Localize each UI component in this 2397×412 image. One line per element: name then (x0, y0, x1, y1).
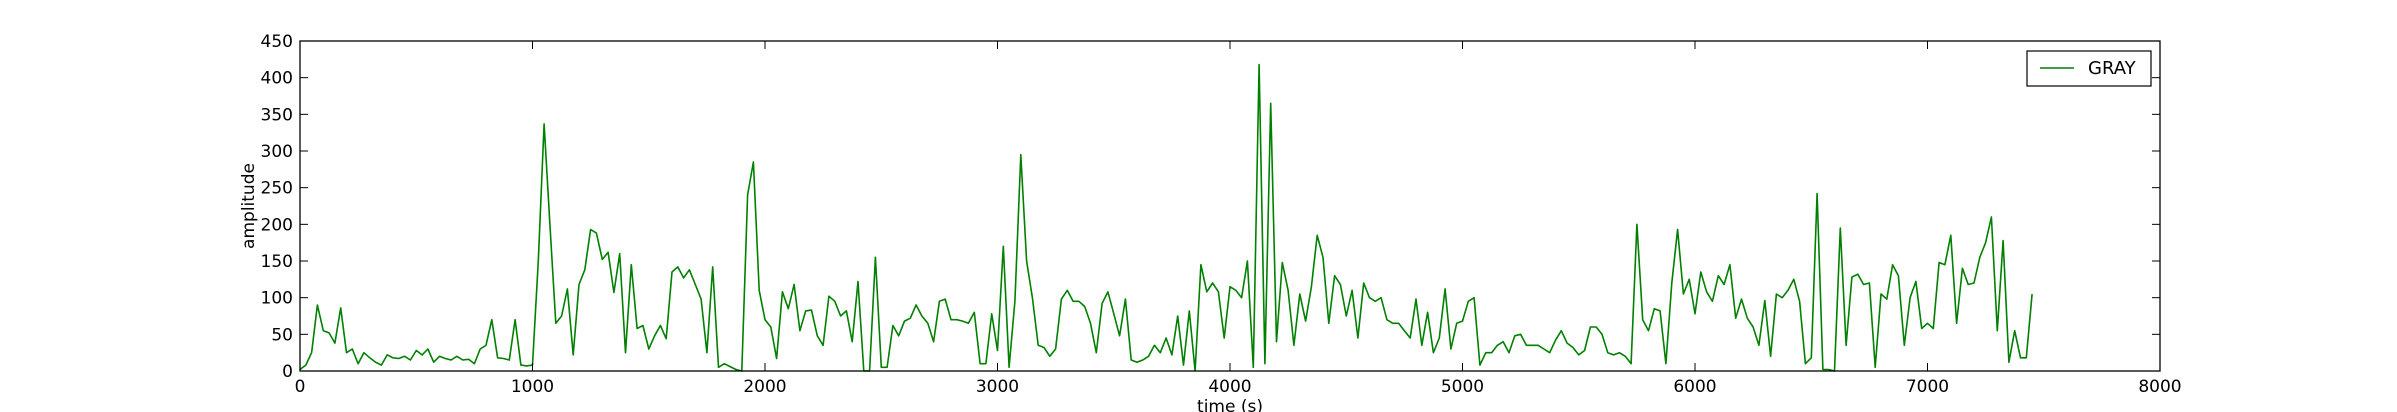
y-tick-label: 0 (282, 362, 293, 382)
y-axis-label: amplitude (239, 163, 259, 249)
x-axis-label: time (s) (1197, 397, 1263, 412)
x-tick-label: 0 (295, 377, 306, 397)
x-tick-label: 1000 (511, 377, 554, 397)
x-tick-label: 7000 (1906, 377, 1949, 397)
y-tick-label: 450 (261, 32, 293, 52)
x-tick-label: 2000 (743, 377, 786, 397)
legend-label: GRAY (2088, 58, 2137, 79)
y-tick-label: 300 (261, 142, 293, 162)
y-tick-label: 50 (271, 325, 293, 345)
x-tick-label: 8000 (2138, 377, 2181, 397)
y-tick-label: 400 (261, 69, 293, 89)
legend: GRAY (2026, 50, 2152, 87)
y-tick-label: 200 (261, 215, 293, 235)
y-tick-label: 100 (261, 289, 293, 309)
x-tick-label: 5000 (1441, 377, 1484, 397)
x-tick-label: 4000 (1208, 377, 1251, 397)
series-layer (299, 63, 2033, 372)
x-tick-label: 6000 (1673, 377, 1716, 397)
series-line-gray (299, 63, 2033, 372)
y-tick-label: 350 (261, 105, 293, 125)
y-tick-label: 150 (261, 252, 293, 272)
y-axis-ticks: 0 50 100 150 200 250 300 350 400 450 (261, 32, 2160, 382)
plot-frame (299, 40, 2161, 372)
x-axis-ticks: 0 1000 2000 3000 4000 5000 6000 7000 8000 (295, 41, 2182, 397)
plot-area (299, 40, 2161, 372)
y-tick-label: 250 (261, 179, 293, 199)
x-tick-label: 3000 (976, 377, 1019, 397)
